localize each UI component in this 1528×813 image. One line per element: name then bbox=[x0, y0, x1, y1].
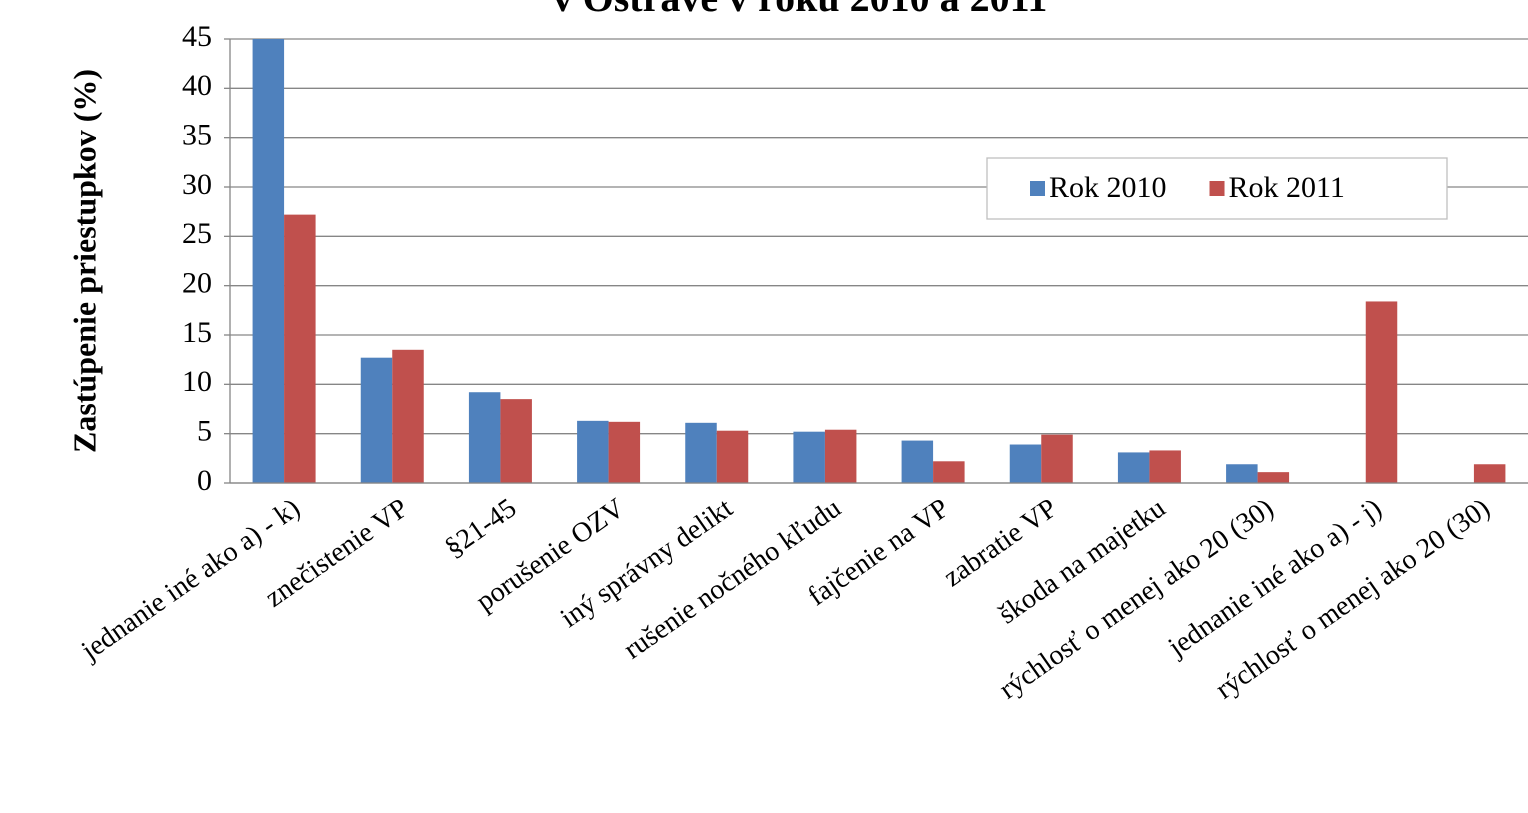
y-tick-label: 25 bbox=[182, 217, 212, 250]
y-tick-label: 35 bbox=[182, 119, 212, 152]
x-tick-label: §21-45 bbox=[439, 493, 522, 564]
chart-title: v Ostrave v roku 2010 a 2011 bbox=[553, 0, 1048, 20]
legend-label: Rok 2011 bbox=[1229, 171, 1345, 204]
bar bbox=[933, 461, 965, 483]
bar bbox=[1117, 452, 1150, 483]
bar bbox=[468, 392, 501, 483]
bar bbox=[824, 429, 857, 483]
bar bbox=[392, 349, 424, 483]
y-tick-label: 0 bbox=[197, 464, 212, 497]
bar bbox=[1226, 464, 1258, 483]
bar bbox=[1473, 464, 1506, 483]
bar bbox=[793, 431, 825, 483]
y-tick-label: 30 bbox=[182, 168, 212, 201]
bar bbox=[1257, 472, 1290, 483]
bar bbox=[1009, 444, 1042, 483]
bar bbox=[1365, 301, 1398, 483]
bar bbox=[685, 422, 717, 483]
y-tick-label: 45 bbox=[182, 20, 212, 53]
bar bbox=[901, 440, 934, 483]
bar bbox=[1149, 450, 1181, 483]
legend-swatch bbox=[1209, 181, 1225, 196]
y-tick-label: 20 bbox=[182, 267, 212, 300]
bar bbox=[577, 420, 609, 483]
bar bbox=[284, 214, 316, 484]
y-axis-label: Zastúpenie priestupkov (%) bbox=[66, 69, 102, 453]
y-tick-label: 10 bbox=[182, 365, 212, 398]
bar bbox=[500, 399, 532, 483]
bar bbox=[716, 430, 749, 483]
bar bbox=[608, 421, 641, 483]
bar bbox=[360, 357, 393, 483]
y-tick-label: 5 bbox=[197, 415, 212, 448]
bar bbox=[1041, 434, 1073, 483]
bar bbox=[252, 39, 285, 483]
legend-label: Rok 2010 bbox=[1049, 171, 1167, 204]
legend-swatch bbox=[1030, 181, 1045, 196]
y-tick-label: 15 bbox=[182, 316, 212, 349]
legend: Rok 2010 Rok 2011 bbox=[986, 157, 1448, 220]
y-tick-label: 40 bbox=[182, 69, 212, 102]
